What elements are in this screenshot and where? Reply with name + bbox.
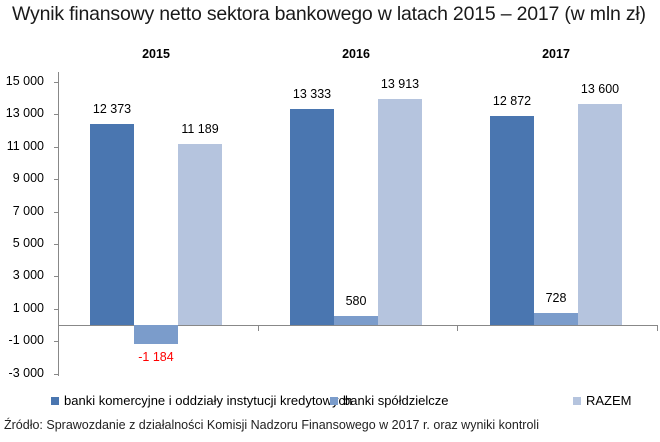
data-label: -1 184 (138, 350, 174, 365)
y-tick-label: 3 000 (12, 268, 44, 283)
y-tick-mark (54, 114, 58, 115)
bar (378, 99, 422, 325)
y-tick-mark (54, 341, 58, 342)
chart-title: Wynik finansowy netto sektora bankowego … (12, 3, 646, 25)
y-tick-mark (54, 309, 58, 310)
y-tick-label: 13 000 (5, 106, 44, 121)
legend-swatch (51, 396, 59, 405)
legend-item-spoldzielcze: banki spółdzielcze (330, 393, 449, 408)
legend-label: banki komercyjne i oddziały instytucji k… (64, 393, 353, 408)
y-tick-label: 7 000 (12, 203, 44, 218)
category-label: 2017 (542, 47, 570, 61)
y-tick-label: -3 000 (8, 365, 44, 380)
source-note: Źródło: Sprawozdanie z działalności Komi… (4, 418, 539, 432)
x-axis-zero-line (58, 325, 658, 326)
legend-label: RAZEM (586, 393, 632, 408)
legend-item-komercyjne: banki komercyjne i oddziały instytucji k… (51, 393, 352, 408)
data-label: 580 (345, 293, 367, 308)
bar (290, 108, 334, 325)
y-tick-mark (54, 82, 58, 83)
category-label: 2015 (142, 47, 170, 61)
y-axis (58, 72, 59, 376)
y-tick-label: -1 000 (8, 333, 44, 348)
y-tick-label: 11 000 (6, 138, 44, 153)
group-divider (457, 325, 458, 331)
legend-item-razem: RAZEM (573, 393, 632, 408)
y-tick-mark (54, 212, 58, 213)
bar (334, 315, 378, 325)
data-label: 13 333 (292, 86, 332, 101)
data-label: 13 913 (380, 77, 420, 92)
category-label: 2016 (342, 47, 370, 61)
y-tick-mark (54, 179, 58, 180)
legend-swatch (573, 396, 581, 405)
data-label: 11 189 (181, 121, 219, 136)
y-tick-label: 1 000 (12, 300, 44, 315)
group-divider (258, 325, 259, 331)
data-label: 12 373 (92, 102, 132, 117)
bar (490, 116, 534, 325)
y-tick-mark (54, 276, 58, 277)
bar (578, 104, 622, 325)
data-label: 728 (545, 291, 567, 306)
legend-swatch (330, 396, 338, 405)
data-label: 13 600 (580, 82, 620, 97)
legend-label: banki spółdzielcze (343, 393, 449, 408)
y-tick-mark (54, 374, 58, 375)
bar (534, 313, 578, 325)
bar (178, 143, 222, 325)
bar-chart: 15 000 13 000 11 000 9 000 7 000 5 000 3 000 1 … (5, 47, 658, 380)
y-tick-label: 15 000 (5, 73, 44, 88)
y-tick-label: 9 000 (12, 171, 44, 186)
legend: banki komercyjne i oddziały instytucji k… (0, 393, 660, 413)
data-label: 12 872 (492, 94, 532, 109)
y-tick-mark (54, 147, 58, 148)
group-divider (657, 325, 658, 331)
y-tick-label: 5 000 (12, 235, 44, 250)
bar (90, 124, 134, 325)
y-tick-mark (54, 244, 58, 245)
bar (134, 325, 178, 345)
